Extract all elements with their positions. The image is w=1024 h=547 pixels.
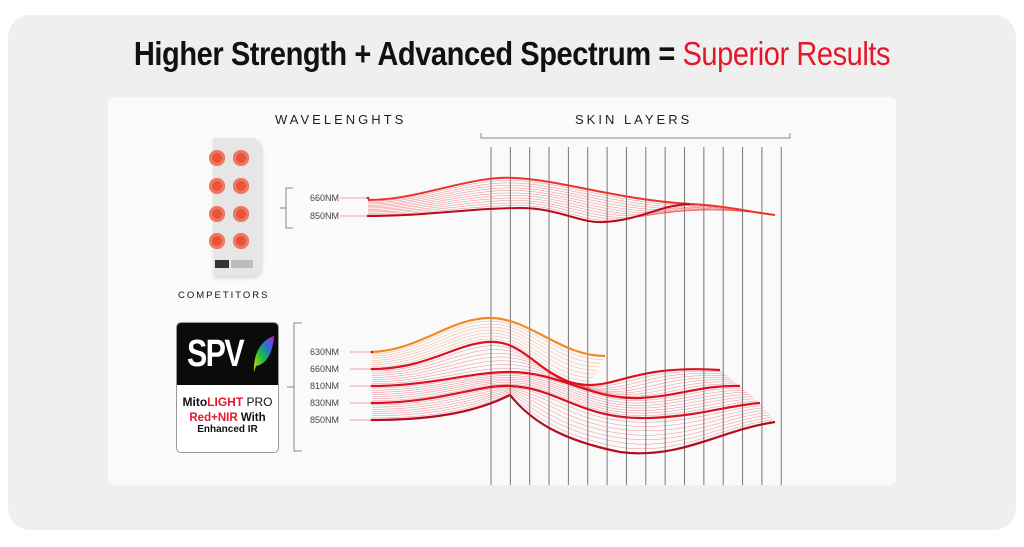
pointer-dot [370,401,374,405]
fan-line [367,202,705,220]
fan-line [367,200,712,218]
wavelength-label: 850NM [310,211,340,221]
fan-line [371,335,594,378]
fan-line [371,390,768,436]
leaf-icon [253,336,274,372]
fan-line [371,329,598,371]
skin-layers-header: SKIN LAYERS [575,112,693,127]
wavelength-label: 660NM [310,364,340,374]
wave-850nm [367,203,691,224]
fan-line [371,378,751,409]
pointer-dot [370,350,374,354]
page-title: Higher Strength + Advanced Spectrum = Su… [133,35,891,72]
fan-line [371,382,756,414]
fan-line [371,320,604,360]
fan-line [371,383,758,416]
wave-850nm [371,393,776,455]
pointer-dot [366,196,370,200]
wavelengths-header: WAVELENGHTS [275,112,407,127]
wave-810nm [371,370,741,400]
wavelength-bracket [287,322,302,452]
fan-line [367,180,768,215]
fan-line [371,389,766,432]
competitors-label: COMPETITORS [178,290,270,301]
wavelength-bracket [280,187,293,229]
wavelength-label: 630NM [310,347,340,357]
fan-line [371,352,728,391]
wave-630nm [371,316,606,358]
fan-line [367,197,719,217]
product-badge: SPV MitoLIGHT PRO Red+NIR With Enhanced … [176,322,279,453]
wavelength-label: 810NM [310,381,340,391]
pointer-dot [370,367,374,371]
fan-line [371,323,602,364]
fan-line [367,195,726,215]
spv-logo: SPV [187,332,245,375]
pointer-dot [370,384,374,388]
fan-line [371,332,596,375]
wavelength-label: 660NM [310,193,340,203]
fan-line [371,393,774,449]
wave-830nm [371,384,761,420]
fan-line [371,376,748,406]
fan-line [371,375,746,404]
wavelength-label: 830NM [310,398,340,408]
fan-line [371,338,592,382]
fan-line [371,373,743,401]
fan-line [371,387,764,427]
skin-layers-bracket [480,133,791,139]
wave-660nm [371,340,721,387]
wave-660nm [367,176,776,216]
fan-line [371,380,753,411]
fan-line [371,392,772,445]
pointer-dot [370,418,374,422]
fan-line [367,204,698,221]
fan-line [371,391,770,441]
fan-line [371,386,762,423]
fan-line [371,326,600,368]
pointer-dot [366,214,370,218]
wavelength-label: 850NM [310,415,340,425]
competitor-device-image [209,138,261,276]
